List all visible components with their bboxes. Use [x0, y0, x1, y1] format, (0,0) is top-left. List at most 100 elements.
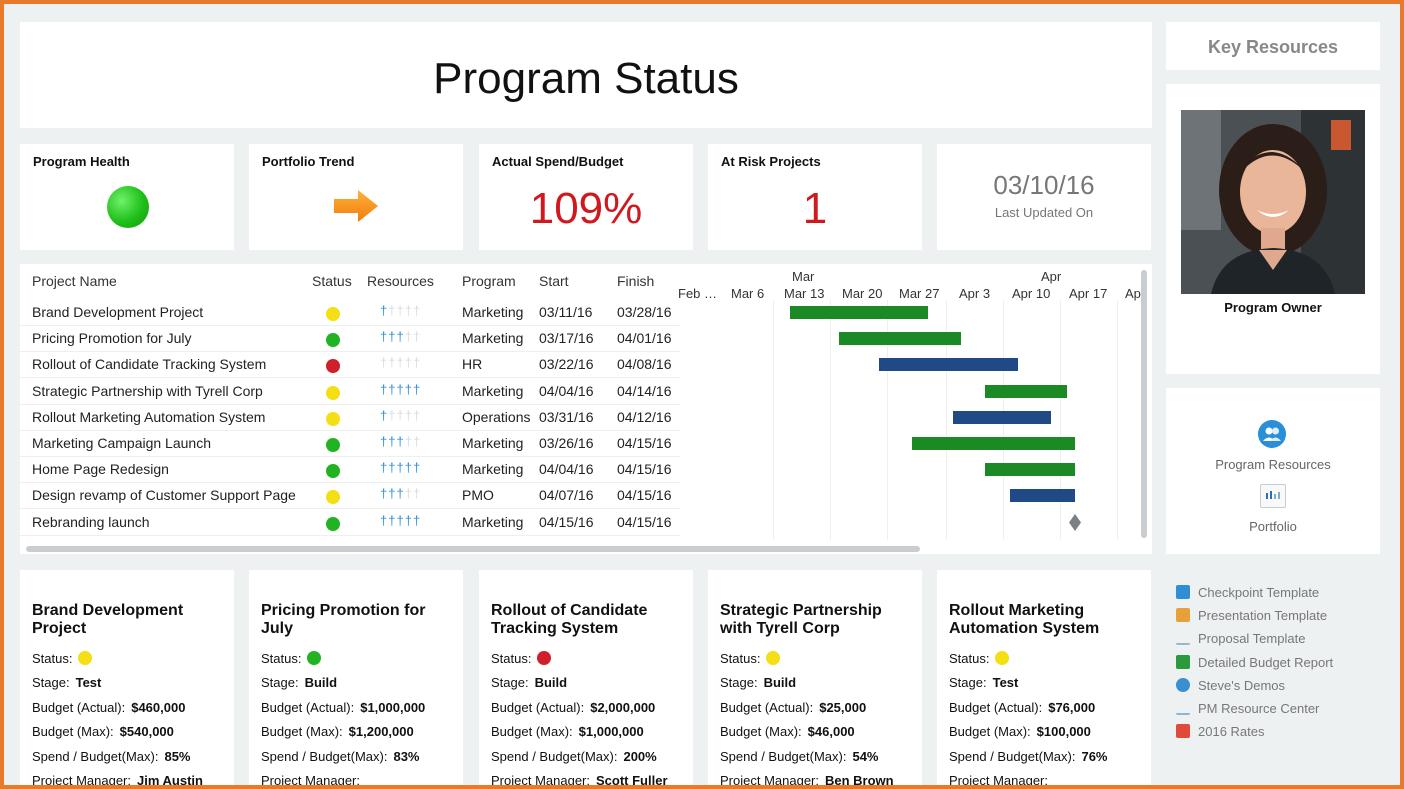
table-row[interactable]: Home Page Redesign ††††† Marketing 04/04/16…	[20, 457, 680, 484]
detail-status-label: Status:	[261, 651, 302, 666]
document-link[interactable]: PM Resource Center	[1176, 701, 1319, 716]
detail-stage: Stage: Test	[32, 675, 101, 690]
resources-indicator: †††††	[380, 408, 421, 423]
header-program[interactable]: Program	[462, 273, 516, 289]
project-detail-card[interactable]: Brand Development Project Status: Stage: Te…	[20, 570, 234, 785]
gantt-bar[interactable]	[879, 358, 1018, 372]
person-icon: †	[396, 407, 405, 423]
finish-date-cell: 04/15/16	[617, 513, 672, 530]
document-link[interactable]: Detailed Budget Report	[1176, 654, 1334, 670]
gantt-gridline	[946, 300, 947, 540]
detail-project-manager: Project Manager:	[949, 773, 1054, 785]
table-row[interactable]: Rebranding launch ††††† Marketing 04/15/16 0…	[20, 510, 680, 536]
header-finish[interactable]: Finish	[617, 273, 655, 289]
status-indicator	[326, 333, 340, 348]
document-link-label: 2016 Rates	[1198, 724, 1265, 740]
program-cell: Marketing	[462, 461, 524, 478]
document-link-label: Detailed Budget Report	[1198, 654, 1334, 670]
table-row[interactable]: Pricing Promotion for July ††††† Marketing…	[20, 326, 680, 353]
table-row[interactable]: Design revamp of Customer Support Page ††…	[20, 483, 680, 510]
document-link-label: PM Resource Center	[1198, 701, 1320, 716]
person-icon: †	[412, 407, 422, 423]
person-icon: †	[412, 381, 422, 397]
person-icon: †	[404, 329, 413, 345]
status-indicator	[78, 651, 93, 665]
person-icon: †	[388, 303, 397, 318]
detail-status-label: Status:	[32, 651, 73, 666]
gantt-bar[interactable]	[952, 410, 1051, 424]
gantt-bar[interactable]	[985, 463, 1075, 477]
program-cell: Marketing	[462, 513, 524, 530]
start-date-cell: 04/04/16	[539, 461, 594, 478]
status-indicator	[326, 438, 340, 452]
detail-project-manager-value: Ben Brown	[825, 773, 894, 785]
header-status[interactable]: Status	[312, 273, 352, 289]
horizontal-scrollbar[interactable]	[26, 546, 920, 552]
gantt-bar[interactable]	[789, 306, 929, 319]
detail-stage: Stage: Build	[261, 675, 337, 690]
gantt-bar[interactable]	[985, 384, 1067, 398]
detail-budget-actual: Budget (Actual): $25,000	[720, 700, 866, 715]
table-row[interactable]: Rollout Marketing Automation System †††††…	[20, 405, 680, 431]
document-link[interactable]: 2016 Rates	[1176, 724, 1265, 739]
table-row[interactable]: Marketing Campaign Launch ††††† Marketing 0…	[20, 431, 680, 457]
project-detail-card[interactable]: Strategic Partnership with Tyrell Corp St…	[708, 570, 922, 785]
gantt-bar[interactable]	[1009, 489, 1075, 503]
detail-project-manager-label: Project Manager:	[491, 773, 590, 785]
start-date-cell: 03/26/16	[539, 435, 594, 451]
person-icon: †	[388, 434, 397, 449]
document-link[interactable]: Presentation Template	[1176, 608, 1327, 623]
detail-status-label: Status:	[720, 651, 761, 666]
project-table: Project Name Status Resources Program St…	[20, 264, 1152, 554]
table-row[interactable]: Brand Development Project ††††† Marketing 0…	[20, 300, 680, 326]
project-detail-card[interactable]: Pricing Promotion for July Status: Stage: B…	[249, 570, 463, 785]
portfolio-icon[interactable]	[1260, 484, 1286, 508]
globe-icon	[1176, 677, 1190, 692]
header-start[interactable]: Start	[539, 273, 569, 289]
person-icon: †	[388, 355, 397, 371]
document-link[interactable]: Checkpoint Template	[1176, 585, 1319, 600]
detail-spend-budget-label: Spend / Budget(Max):	[949, 749, 1076, 764]
program-resources-link[interactable]: Program Resources	[1215, 457, 1331, 472]
gantt-bar[interactable]	[838, 332, 961, 346]
portfolio-link[interactable]: Portfolio	[1249, 519, 1297, 534]
person-icon: †	[380, 434, 389, 449]
table-row[interactable]: Strategic Partnership with Tyrell Corp ††…	[20, 379, 680, 405]
excel-icon	[1176, 585, 1190, 599]
person-icon: †	[396, 355, 405, 371]
header-project-name[interactable]: Project Name	[32, 273, 117, 289]
program-cell: PMO	[462, 487, 494, 504]
health-status-icon	[107, 186, 149, 228]
detail-spend-budget: Spend / Budget(Max): 76%	[949, 749, 1108, 764]
detail-budget-max-value: $540,000	[119, 724, 174, 739]
gantt-bar[interactable]	[912, 437, 1075, 450]
document-link[interactable]: Proposal Template	[1176, 631, 1305, 646]
detail-spend-budget-label: Spend / Budget(Max):	[261, 749, 388, 764]
detail-spend-budget-value: 83%	[393, 749, 420, 764]
detail-budget-max-value: $1,000,000	[578, 724, 644, 739]
person-icon: †	[380, 407, 389, 423]
vertical-scrollbar[interactable]	[1141, 270, 1147, 538]
document-link[interactable]: Steve's Demos	[1176, 677, 1285, 693]
finish-date-cell: 04/14/16	[617, 382, 672, 399]
person-icon: †	[404, 486, 413, 502]
detail-budget-actual-value: $1,000,000	[360, 700, 426, 715]
project-detail-card[interactable]: Rollout of Candidate Tracking System Stat…	[479, 570, 693, 785]
detail-project-manager: Project Manager:	[261, 773, 366, 785]
people-icon[interactable]	[1258, 420, 1286, 448]
detail-spend-budget-label: Spend / Budget(Max):	[32, 749, 159, 764]
program-owner-photo[interactable]	[1181, 110, 1365, 294]
gantt-week-label: Mar 13	[784, 286, 825, 301]
detail-status: Status:	[261, 651, 322, 666]
project-detail-card[interactable]: Rollout Marketing Automation System Statu…	[937, 570, 1151, 785]
person-icon: †	[380, 381, 389, 397]
header-resources[interactable]: Resources	[367, 273, 434, 289]
table-row[interactable]: Rollout of Candidate Tracking System ††††…	[20, 352, 680, 379]
document-link-label: Checkpoint Template	[1198, 585, 1320, 600]
gantt-week-label: Apr 17	[1069, 286, 1108, 301]
detail-spend-budget: Spend / Budget(Max): 83%	[261, 749, 420, 764]
gantt-week-label: Mar 27	[899, 286, 940, 301]
detail-spend-budget-label: Spend / Budget(Max):	[720, 749, 847, 764]
gantt-gridline	[1117, 300, 1118, 540]
gantt-milestone[interactable]	[1069, 513, 1081, 531]
